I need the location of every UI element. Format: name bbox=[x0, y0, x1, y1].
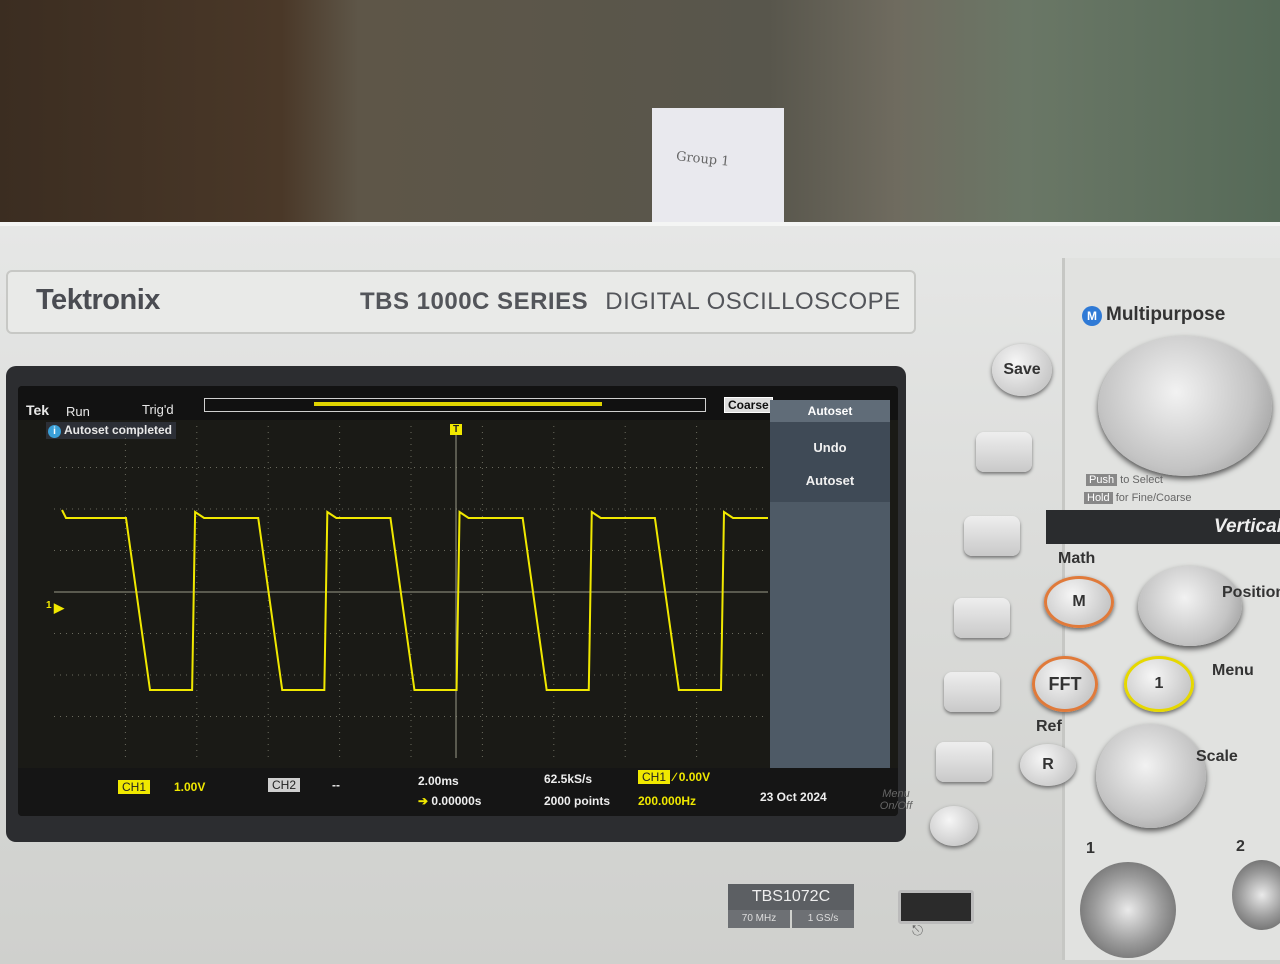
m-circle-icon: M bbox=[1082, 306, 1102, 326]
model-line: TBS 1000C SERIES DIGITAL OSCILLOSCOPE bbox=[360, 288, 901, 316]
autoset-message: i Autoset completed bbox=[46, 422, 177, 439]
autoset-message-text: Autoset completed bbox=[64, 423, 173, 437]
frequency-readout: 200.000Hz bbox=[638, 794, 697, 808]
coarse-indicator: Coarse bbox=[724, 397, 773, 413]
acquisition-status: Run bbox=[66, 404, 90, 419]
side-button-4[interactable] bbox=[944, 672, 1000, 712]
ch1-bnc-connector[interactable] bbox=[1080, 862, 1176, 958]
usb-port[interactable] bbox=[898, 890, 974, 924]
horizontal-position: ➔ 0.00000s bbox=[418, 794, 482, 808]
model-description: DIGITAL OSCILLOSCOPE bbox=[605, 288, 901, 315]
model-series: TBS 1000C SERIES bbox=[360, 288, 589, 315]
ref-button[interactable]: R bbox=[1020, 744, 1076, 786]
ch2-scale: -- bbox=[332, 778, 340, 792]
side-button-2[interactable] bbox=[964, 516, 1020, 556]
background-paper-sign: Group 1 bbox=[652, 108, 784, 226]
timebase: 2.00ms bbox=[418, 774, 459, 788]
record-view-window bbox=[314, 402, 602, 406]
ch1-square-wave-trace bbox=[61, 509, 768, 691]
save-button[interactable]: Save bbox=[992, 344, 1052, 396]
ch2-bnc-connector[interactable] bbox=[1232, 860, 1280, 930]
usb-icon: ⎋ bbox=[912, 922, 924, 938]
ch2-tag: CH2 bbox=[268, 778, 301, 792]
background-wall bbox=[0, 0, 1280, 240]
ch1-ground-marker: ▶ bbox=[54, 600, 64, 615]
hold-hint-text: for Fine/Coarse bbox=[1115, 492, 1192, 504]
bandwidth-badge: 70 MHz bbox=[728, 910, 790, 928]
multipurpose-text: Multipurpose bbox=[1106, 304, 1226, 325]
bottom-readout-bar bbox=[18, 768, 898, 816]
side-menu-title: Autoset bbox=[770, 400, 890, 422]
ch1-marker-label: 1 bbox=[46, 600, 52, 611]
info-icon: i bbox=[48, 425, 61, 438]
front-label-band bbox=[6, 270, 916, 334]
position-label: Position bbox=[1222, 584, 1280, 601]
sample-rate-badge: 1 GS/s bbox=[792, 910, 854, 928]
tek-logo: Tek bbox=[26, 402, 50, 418]
brand-logo: Tektronix bbox=[36, 284, 160, 316]
menu-item-undo[interactable]: Undo bbox=[813, 440, 847, 455]
record-length: 2000 points bbox=[544, 794, 611, 808]
multipurpose-knob[interactable] bbox=[1098, 336, 1272, 476]
trigger-status: Trig'd bbox=[142, 402, 174, 417]
trigger-level: 0.00V bbox=[678, 770, 711, 784]
ch1-menu-button[interactable]: 1 bbox=[1124, 656, 1194, 712]
input-2-label: 2 bbox=[1236, 838, 1245, 855]
hold-hint: Hold for Fine/Coarse bbox=[1084, 492, 1192, 504]
scale-label: Scale bbox=[1196, 748, 1238, 765]
side-button-1[interactable] bbox=[976, 432, 1032, 472]
side-menu-top-section bbox=[770, 422, 890, 502]
menu-onoff-label: Menu On/Off bbox=[879, 788, 913, 812]
date-readout: 23 Oct 2024 bbox=[760, 790, 827, 804]
waveform-graticule bbox=[54, 426, 768, 758]
menu-item-autoset[interactable]: Autoset bbox=[805, 473, 855, 488]
trigger-source-tag: CH1 bbox=[638, 770, 671, 784]
ch1-position-knob[interactable] bbox=[1138, 566, 1242, 646]
push-hint-text: to Select bbox=[1120, 474, 1163, 486]
display-screen: Tek Run Trig'd Coarse i Autoset completed… bbox=[18, 386, 898, 816]
side-button-3[interactable] bbox=[954, 598, 1010, 638]
math-button[interactable]: M bbox=[1044, 576, 1114, 628]
side-button-5[interactable] bbox=[936, 742, 992, 782]
input-1-label: 1 bbox=[1086, 840, 1095, 857]
horizontal-position-value: 0.00000s bbox=[431, 794, 482, 808]
math-label: Math bbox=[1058, 550, 1096, 567]
trigger-position-marker: T bbox=[450, 424, 463, 435]
push-hint: Push to Select bbox=[1086, 474, 1163, 486]
vertical-section-band bbox=[1046, 510, 1280, 544]
paper-sign-text: Group 1 bbox=[675, 149, 731, 170]
hold-tag: Hold bbox=[1084, 492, 1113, 504]
ch1-scale-knob[interactable] bbox=[1096, 724, 1206, 828]
menu-onoff-button[interactable] bbox=[930, 806, 978, 846]
push-tag: Push bbox=[1086, 474, 1118, 486]
model-badge: TBS1072C bbox=[728, 884, 854, 910]
ch1-tag: CH1 bbox=[118, 780, 151, 794]
ref-label: Ref bbox=[1036, 718, 1062, 735]
sample-rate: 62.5kS/s bbox=[544, 772, 593, 786]
ch1-scale: 1.00V bbox=[174, 780, 206, 794]
side-menu: Autoset Undo Autoset bbox=[770, 400, 890, 792]
fft-button[interactable]: FFT bbox=[1032, 656, 1098, 712]
multipurpose-label: M Multipurpose bbox=[1082, 304, 1225, 326]
trigger-slope-icon: ∕ bbox=[673, 770, 676, 784]
vertical-section-label: Vertical bbox=[1214, 516, 1280, 537]
menu-label: Menu bbox=[1212, 662, 1254, 679]
